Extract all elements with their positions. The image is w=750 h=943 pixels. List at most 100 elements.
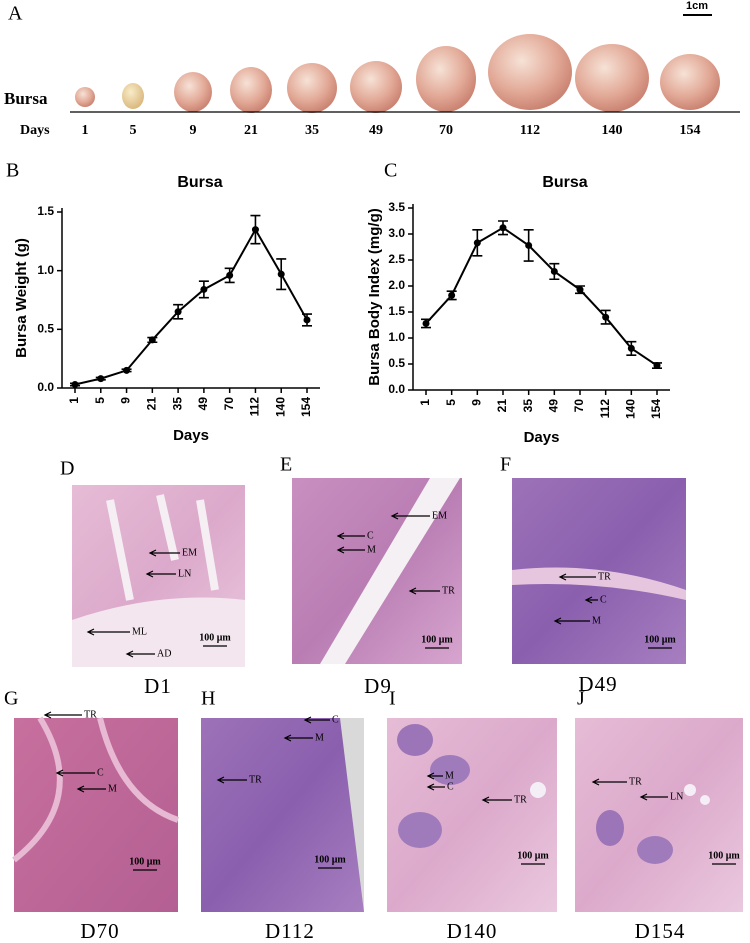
caption: D9 xyxy=(364,674,392,698)
data-point xyxy=(303,316,311,324)
data-point xyxy=(550,267,558,275)
y-tick-label: 1.0 xyxy=(37,263,54,277)
arrow xyxy=(558,573,596,581)
arrow xyxy=(76,785,106,793)
arrow xyxy=(390,512,430,520)
data-point xyxy=(602,313,610,321)
scale-label: 100 μm xyxy=(421,634,453,645)
y-tick-label: 0.5 xyxy=(388,356,405,370)
x-tick-label: 154 xyxy=(649,399,663,419)
y-tick-label: 0.5 xyxy=(37,322,54,336)
data-point xyxy=(473,239,481,247)
x-tick-label: 9 xyxy=(470,399,484,406)
marker-label: M xyxy=(367,544,376,555)
x-tick-label: 1 xyxy=(418,399,432,406)
arrow xyxy=(336,546,365,554)
y-tick-label: 2.5 xyxy=(388,252,405,266)
scale-label: 100 μm xyxy=(199,632,231,643)
marker-label: M xyxy=(108,783,117,794)
day-label: 35 xyxy=(305,123,319,138)
data-point xyxy=(448,291,456,299)
y-tick-label: 0.0 xyxy=(37,380,54,394)
caption: D70 xyxy=(80,919,119,943)
marker-label: TR xyxy=(514,794,527,805)
arrow xyxy=(426,783,445,791)
x-tick-label: 21 xyxy=(145,397,159,411)
arrow xyxy=(426,772,443,780)
scale-label: 100 μm xyxy=(129,856,161,867)
data-point xyxy=(174,308,182,316)
marker-label: LN xyxy=(178,568,191,579)
arrow xyxy=(216,776,247,784)
y-axis-label: Bursa Body Index (mg/g) xyxy=(366,208,383,386)
marker-label: ML xyxy=(132,626,147,637)
y-tick-label: 1.5 xyxy=(388,304,405,318)
data-point xyxy=(525,241,533,249)
days-label: Days xyxy=(20,123,50,138)
panel-label: D xyxy=(60,458,74,480)
x-tick-label: 70 xyxy=(572,399,586,413)
arrow xyxy=(336,532,365,540)
day-label: 21 xyxy=(244,123,258,138)
x-tick-label: 35 xyxy=(170,397,184,411)
x-tick-label: 70 xyxy=(222,397,236,411)
arrow xyxy=(584,596,598,604)
x-tick-label: 112 xyxy=(598,399,612,419)
arrow xyxy=(283,734,313,742)
marker-label: TR xyxy=(84,709,97,720)
y-tick-label: 3.0 xyxy=(388,226,405,240)
panel-label: J xyxy=(577,688,585,710)
panel-label: I xyxy=(389,688,396,710)
data-point xyxy=(226,271,234,279)
arrow xyxy=(43,711,82,719)
scale-label: 100 μm xyxy=(708,850,740,861)
arrow xyxy=(481,796,512,804)
day-label: 49 xyxy=(369,123,383,138)
data-line xyxy=(74,227,308,386)
marker-label: EM xyxy=(182,547,197,558)
day-label: 70 xyxy=(439,123,453,138)
x-tick-label: 140 xyxy=(273,397,287,417)
data-point xyxy=(499,224,507,232)
scale-label: 100 μm xyxy=(517,850,549,861)
marker-label: C xyxy=(447,781,454,792)
chart-title: Bursa xyxy=(542,174,587,191)
panel-label: B xyxy=(6,160,19,182)
y-tick-label: 1.0 xyxy=(388,330,405,344)
panel-label: E xyxy=(280,454,292,476)
caption: D112 xyxy=(265,919,315,943)
data-point xyxy=(200,285,208,293)
panel-label: A xyxy=(8,3,23,25)
y-tick-label: 1.5 xyxy=(37,204,54,218)
arrow xyxy=(303,716,330,724)
caption: D49 xyxy=(578,672,617,696)
data-point xyxy=(653,362,661,370)
y-tick-label: 0.0 xyxy=(388,382,405,396)
scale-label: 1cm xyxy=(686,0,708,12)
day-label: 140 xyxy=(602,123,623,138)
marker-label: M xyxy=(445,770,454,781)
data-point xyxy=(251,226,259,234)
x-tick-label: 1 xyxy=(67,397,81,404)
panel-label: G xyxy=(4,688,18,710)
marker-label: C xyxy=(367,530,374,541)
arrow xyxy=(553,617,590,625)
x-tick-label: 49 xyxy=(196,397,210,411)
arrow xyxy=(55,769,95,777)
marker-label: C xyxy=(97,767,104,778)
data-point xyxy=(97,375,105,383)
marker-label: AD xyxy=(157,648,171,659)
marker-label: LN xyxy=(670,791,683,802)
data-point xyxy=(123,366,131,374)
marker-label: C xyxy=(600,594,607,605)
y-tick-label: 3.5 xyxy=(388,200,405,214)
panel-label: C xyxy=(384,160,397,182)
caption: D154 xyxy=(635,919,686,943)
arrow xyxy=(639,793,668,801)
marker-label: TR xyxy=(249,774,262,785)
y-axis-label: Bursa Weight (g) xyxy=(13,238,30,358)
arrow xyxy=(591,778,627,786)
scale-label: 100 μm xyxy=(644,634,676,645)
row-label: Bursa xyxy=(4,89,48,108)
